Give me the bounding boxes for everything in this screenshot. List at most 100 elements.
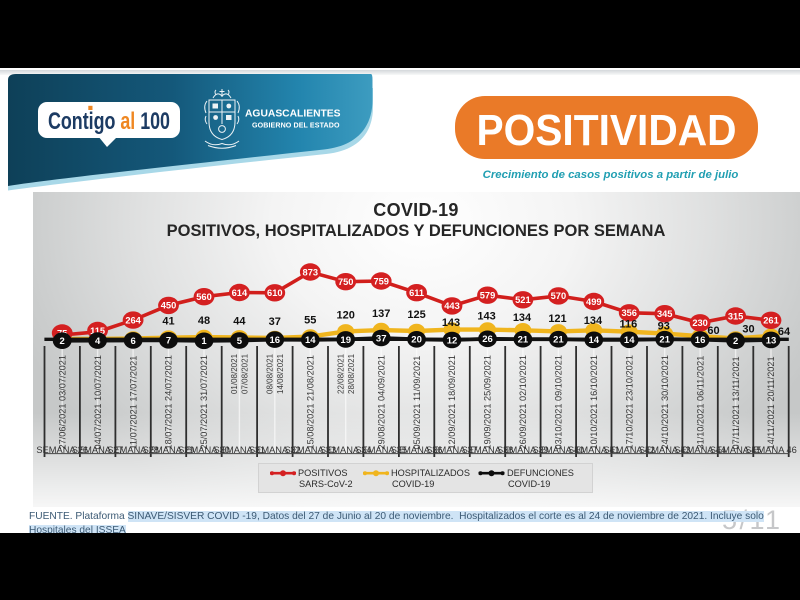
svg-text:21: 21	[518, 335, 529, 346]
svg-text:25/07/2021 31/07/2021: 25/07/2021 31/07/2021	[199, 355, 209, 450]
svg-text:21: 21	[659, 335, 670, 346]
svg-text:SEMANA 29: SEMANA 29	[143, 445, 195, 455]
svg-text:14: 14	[589, 335, 600, 346]
svg-text:SEMANA 44: SEMANA 44	[674, 445, 726, 455]
svg-text:SEMANA 32: SEMANA 32	[249, 445, 301, 455]
svg-text:05/09/2021 11/09/2021: 05/09/2021 11/09/2021	[412, 356, 422, 450]
svg-text:759: 759	[373, 276, 389, 286]
svg-text:60: 60	[707, 325, 719, 337]
svg-text:64: 64	[778, 326, 791, 338]
svg-text:SEMANA 27: SEMANA 27	[72, 445, 124, 455]
svg-text:SEMANA 42: SEMANA 42	[603, 445, 655, 455]
svg-text:264: 264	[125, 315, 141, 325]
svg-text:SEMANA 38: SEMANA 38	[462, 445, 514, 455]
svg-text:31/10/2021 06/11/2021: 31/10/2021 06/11/2021	[695, 356, 705, 450]
svg-text:41: 41	[162, 316, 174, 328]
svg-text:14: 14	[624, 335, 635, 346]
svg-text:SEMANA 46: SEMANA 46	[745, 445, 797, 455]
svg-text:2: 2	[733, 336, 738, 347]
svg-text:SEMANA 35: SEMANA 35	[355, 445, 407, 455]
svg-text:93: 93	[658, 321, 670, 333]
svg-text:611: 611	[409, 288, 424, 298]
svg-text:27/06/2021 03/07/2021: 27/06/2021 03/07/2021	[57, 355, 67, 450]
svg-text:261: 261	[763, 316, 779, 326]
svg-text:SARS-CoV-2: SARS-CoV-2	[299, 479, 353, 489]
svg-text:04/07/2021 10/07/2021: 04/07/2021 10/07/2021	[93, 355, 103, 450]
svg-text:DEFUNCIONES: DEFUNCIONES	[507, 468, 574, 478]
svg-text:AGUASCALIENTES: AGUASCALIENTES	[245, 109, 341, 120]
svg-text:SEMANA 40: SEMANA 40	[533, 445, 585, 455]
svg-text:20: 20	[411, 335, 422, 346]
svg-text:19/09/2021 25/09/2021: 19/09/2021 25/09/2021	[483, 355, 493, 450]
svg-text:5: 5	[237, 336, 243, 347]
svg-text:2: 2	[60, 336, 65, 347]
svg-text:48: 48	[198, 315, 210, 327]
svg-text:24/10/2021 30/10/2021: 24/10/2021 30/10/2021	[660, 355, 670, 450]
svg-text:115: 115	[90, 326, 105, 336]
svg-text:SEMANA 28: SEMANA 28	[107, 445, 159, 455]
svg-text:SEMANA 31: SEMANA 31	[214, 445, 266, 455]
svg-text:137: 137	[372, 308, 390, 320]
svg-text:SEMANA 26: SEMANA 26	[36, 445, 88, 455]
svg-text:SEMANA 33: SEMANA 33	[284, 445, 336, 455]
svg-text:HOSPITALIZADOS: HOSPITALIZADOS	[391, 468, 470, 478]
svg-text:121: 121	[548, 313, 566, 325]
svg-text:450: 450	[161, 301, 177, 311]
svg-text:01/08/2021: 01/08/2021	[230, 353, 239, 394]
svg-text:21: 21	[553, 335, 564, 346]
svg-text:560: 560	[196, 292, 212, 302]
svg-text:315: 315	[728, 311, 744, 321]
svg-text:614: 614	[232, 288, 248, 298]
svg-text:521: 521	[515, 295, 531, 305]
svg-text:134: 134	[513, 312, 532, 324]
svg-text:08/08/2021: 08/08/2021	[266, 353, 275, 394]
svg-text:SEMANA 43: SEMANA 43	[639, 445, 691, 455]
svg-text:55: 55	[304, 315, 316, 327]
svg-text:579: 579	[480, 291, 496, 301]
svg-text:356: 356	[621, 308, 637, 318]
svg-text:03/10/2021 09/10/2021: 03/10/2021 09/10/2021	[554, 355, 564, 450]
svg-text:Contigo al 100: Contigo al 100	[48, 108, 170, 135]
svg-text:443: 443	[444, 301, 460, 311]
svg-text:610: 610	[267, 288, 283, 298]
svg-text:26: 26	[482, 334, 493, 345]
svg-text:19: 19	[340, 335, 351, 346]
svg-text:SEMANA 34: SEMANA 34	[320, 445, 372, 455]
svg-text:POSITIVOS: POSITIVOS	[298, 468, 348, 478]
svg-text:SEMANA 41: SEMANA 41	[568, 445, 620, 455]
svg-text:134: 134	[584, 315, 603, 327]
svg-text:570: 570	[551, 291, 567, 301]
svg-text:16: 16	[270, 335, 281, 346]
svg-text:SEMANA 45: SEMANA 45	[710, 445, 762, 455]
svg-text:1: 1	[201, 336, 207, 347]
svg-text:29/08/2021 04/09/2021: 29/08/2021 04/09/2021	[376, 355, 386, 450]
svg-text:499: 499	[586, 297, 602, 307]
svg-text:37: 37	[376, 333, 387, 344]
svg-text:12: 12	[447, 335, 458, 346]
svg-text:7: 7	[166, 336, 171, 347]
svg-text:873: 873	[303, 267, 319, 277]
svg-text:230: 230	[692, 318, 708, 328]
svg-text:44: 44	[233, 315, 246, 327]
svg-text:26/09/2021 02/10/2021: 26/09/2021 02/10/2021	[518, 355, 528, 450]
svg-text:14: 14	[305, 335, 316, 346]
svg-text:37: 37	[269, 316, 281, 328]
svg-text:22/08/2021: 22/08/2021	[337, 353, 346, 394]
svg-text:SEMANA 30: SEMANA 30	[178, 445, 230, 455]
svg-text:16: 16	[695, 335, 706, 346]
svg-text:6: 6	[130, 336, 135, 347]
svg-text:345: 345	[657, 309, 673, 319]
svg-text:4: 4	[95, 336, 101, 347]
svg-text:28/08/2021: 28/08/2021	[347, 353, 356, 394]
svg-text:SEMANA 39: SEMANA 39	[497, 445, 549, 455]
svg-text:30: 30	[742, 324, 754, 336]
svg-text:18/07/2021 24/07/2021: 18/07/2021 24/07/2021	[164, 355, 174, 450]
svg-text:SEMANA 37: SEMANA 37	[426, 445, 478, 455]
svg-text:750: 750	[338, 277, 354, 287]
svg-text:13: 13	[766, 335, 777, 346]
svg-text:COVID-19: COVID-19	[508, 479, 550, 489]
svg-text:120: 120	[337, 309, 355, 321]
svg-text:GOBIERNO DEL ESTADO: GOBIERNO DEL ESTADO	[252, 122, 340, 130]
svg-text:SEMANA 36: SEMANA 36	[391, 445, 443, 455]
svg-text:15/08/2021 21/08/2021: 15/08/2021 21/08/2021	[306, 355, 316, 450]
